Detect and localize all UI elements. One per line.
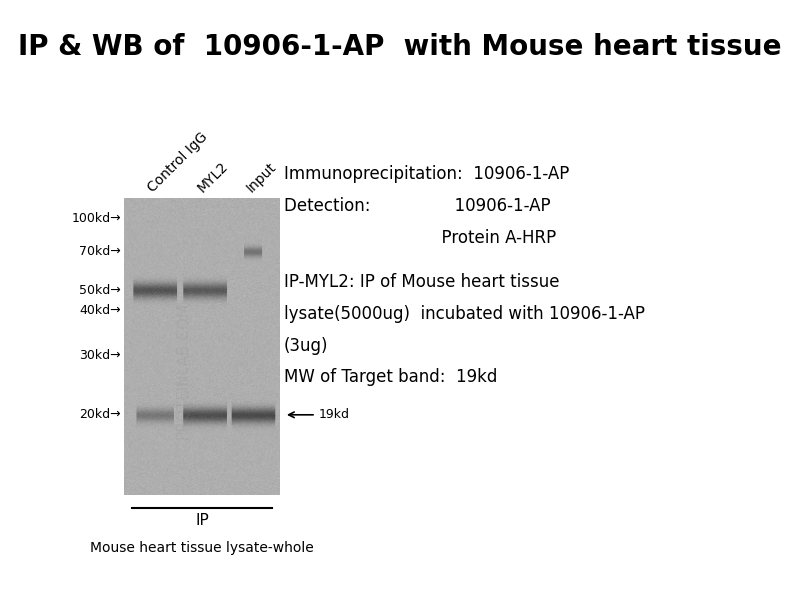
Text: IP: IP bbox=[195, 513, 209, 528]
Text: 40kd→: 40kd→ bbox=[79, 304, 121, 317]
Text: MYL2: MYL2 bbox=[195, 159, 231, 195]
Text: IP & WB of  10906-1-AP  with Mouse heart tissue: IP & WB of 10906-1-AP with Mouse heart t… bbox=[18, 33, 782, 61]
Text: 50kd→: 50kd→ bbox=[79, 284, 121, 296]
Text: Input: Input bbox=[243, 160, 279, 195]
Text: IP-MYL2: IP of Mouse heart tissue: IP-MYL2: IP of Mouse heart tissue bbox=[284, 273, 559, 291]
Text: PROTEINLAB.COM: PROTEINLAB.COM bbox=[176, 302, 190, 439]
Text: (3ug): (3ug) bbox=[284, 337, 329, 355]
Text: MW of Target band:  19kd: MW of Target band: 19kd bbox=[284, 368, 498, 386]
Text: 70kd→: 70kd→ bbox=[79, 245, 121, 258]
Text: Mouse heart tissue lysate-whole: Mouse heart tissue lysate-whole bbox=[90, 541, 314, 555]
Text: 20kd→: 20kd→ bbox=[79, 409, 121, 421]
Text: 100kd→: 100kd→ bbox=[71, 212, 121, 225]
Text: 30kd→: 30kd→ bbox=[79, 349, 121, 362]
Text: lysate(5000ug)  incubated with 10906-1-AP: lysate(5000ug) incubated with 10906-1-AP bbox=[284, 305, 645, 323]
Text: 19kd: 19kd bbox=[318, 409, 350, 421]
Text: Protein A-HRP: Protein A-HRP bbox=[284, 229, 556, 247]
Text: Control IgG: Control IgG bbox=[146, 130, 210, 195]
Text: Immunoprecipitation:  10906-1-AP: Immunoprecipitation: 10906-1-AP bbox=[284, 165, 570, 183]
Text: Detection:                10906-1-AP: Detection: 10906-1-AP bbox=[284, 197, 550, 215]
